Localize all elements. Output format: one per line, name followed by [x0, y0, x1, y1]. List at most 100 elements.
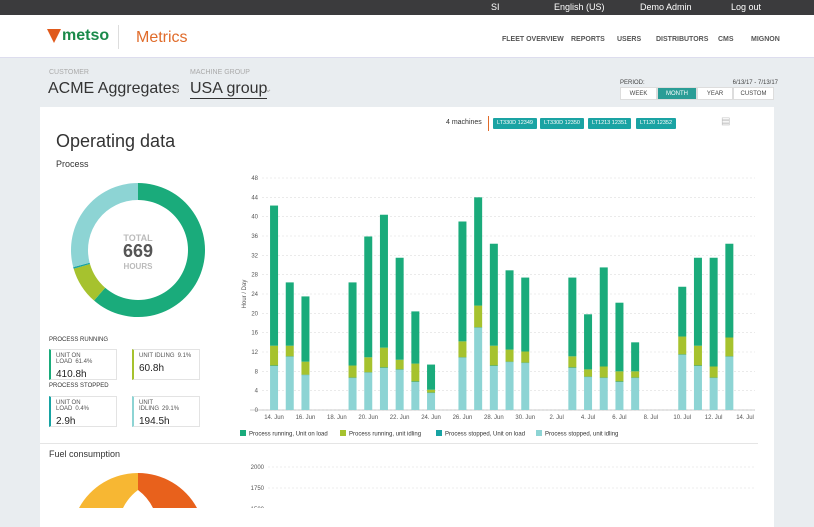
bar-segment: [615, 371, 623, 381]
legend-label: Process running, unit idling: [349, 432, 421, 438]
bar-segment: [427, 365, 435, 390]
bar-segment: [364, 373, 372, 410]
legend-swatch: [536, 430, 542, 436]
legend-swatch: [436, 430, 442, 436]
y-tick-label: 2000: [251, 465, 265, 471]
bar-segment: [725, 338, 733, 357]
bar-segment: [270, 206, 278, 346]
bar-segment: [568, 356, 576, 367]
bar-segment: [270, 366, 278, 410]
bar-segment: [490, 366, 498, 410]
x-tick-label: 4. Jul: [581, 415, 595, 421]
bar-segment: [710, 378, 718, 410]
legend-swatch: [240, 430, 246, 436]
bar-segment: [490, 346, 498, 366]
x-tick-label: 6. Jul: [612, 415, 626, 421]
bar-segment: [568, 368, 576, 410]
x-tick-label: 8. Jul: [644, 415, 658, 421]
bar-segment: [411, 382, 419, 410]
bar-segment: [521, 352, 529, 363]
y-tick-label: 0: [255, 408, 259, 414]
bar-segment: [568, 278, 576, 357]
x-tick-label: 22. Jun: [390, 415, 410, 421]
y-tick-label: 48: [251, 176, 258, 182]
y-tick-label: 28: [251, 273, 258, 279]
bar-segment: [270, 346, 278, 366]
bar-segment: [694, 346, 702, 366]
y-axis-label: Hour / Day: [242, 280, 248, 309]
bar-segment: [678, 287, 686, 337]
bar-segment: [600, 367, 608, 378]
y-tick-label: 32: [251, 253, 258, 259]
bar-segment: [349, 282, 357, 365]
bar-segment: [725, 244, 733, 338]
bar-segment: [458, 341, 466, 357]
bar-segment: [631, 378, 639, 410]
x-tick-label: 16. Jun: [296, 415, 316, 421]
x-tick-label: 28. Jun: [484, 415, 504, 421]
legend-label: Process running, Unit on load: [249, 432, 328, 438]
bar-segment: [694, 258, 702, 346]
bar-segment: [380, 368, 388, 410]
bar-segment: [710, 258, 718, 367]
bar-segment: [396, 370, 404, 410]
bar-segment: [286, 346, 294, 357]
donut-center-value: 669: [123, 241, 153, 261]
fuel-donut-part: [79, 473, 138, 508]
bar-segment: [725, 357, 733, 410]
bar-segment: [490, 244, 498, 346]
bar-segment: [694, 366, 702, 410]
x-tick-label: 20. Jun: [358, 415, 378, 421]
y-tick-label: 1750: [251, 486, 265, 492]
bar-segment: [615, 303, 623, 372]
x-tick-label: 10. Jul: [673, 415, 691, 421]
bar-segment: [615, 382, 623, 410]
page: SI English (US) Demo Admin Log out metso…: [0, 0, 814, 508]
bar-segment: [380, 348, 388, 368]
bar-segment: [396, 360, 404, 370]
y-tick-label: 16: [251, 331, 258, 337]
y-tick-label: 4: [255, 389, 259, 395]
bar-segment: [710, 367, 718, 378]
y-tick-label: 24: [251, 292, 258, 298]
y-tick-label: 40: [251, 215, 258, 221]
bar-segment: [458, 358, 466, 410]
bar-segment: [584, 369, 592, 376]
bar-segment: [427, 393, 435, 410]
x-tick-label: 24. Jun: [421, 415, 441, 421]
x-tick-label: 14. Jun: [264, 415, 284, 421]
bar-segment: [380, 215, 388, 348]
bar-segment: [301, 362, 309, 375]
bar-segment: [521, 278, 529, 352]
x-tick-label: 30. Jun: [515, 415, 535, 421]
x-tick-label: 18. Jun: [327, 415, 347, 421]
bar-segment: [427, 390, 435, 393]
bar-segment: [521, 363, 529, 410]
bar-segment: [396, 258, 404, 360]
bar-segment: [631, 342, 639, 371]
bar-segment: [678, 337, 686, 355]
bar-segment: [506, 270, 514, 349]
legend-swatch: [340, 430, 346, 436]
bar-segment: [364, 236, 372, 357]
bar-segment: [301, 296, 309, 361]
bar-segment: [349, 378, 357, 410]
y-tick-label: 44: [251, 195, 258, 201]
bar-segment: [349, 366, 357, 378]
bar-segment: [411, 364, 419, 382]
y-tick-label: 20: [251, 311, 258, 317]
bar-segment: [474, 197, 482, 305]
bar-segment: [506, 350, 514, 362]
charts: TOTAL669HOURS04812162024283236404448Hour…: [0, 0, 814, 508]
y-tick-label: 12: [251, 350, 258, 356]
legend-label: Process stopped, unit idling: [545, 432, 618, 438]
x-tick-label: 12. Jul: [705, 415, 723, 421]
bar-segment: [364, 357, 372, 372]
x-tick-label: 26. Jun: [453, 415, 473, 421]
bar-segment: [600, 267, 608, 366]
bar-segment: [584, 377, 592, 410]
bar-segment: [411, 311, 419, 363]
bar-segment: [600, 378, 608, 410]
bar-segment: [286, 282, 294, 345]
x-tick-label: 14. Jul: [736, 415, 754, 421]
